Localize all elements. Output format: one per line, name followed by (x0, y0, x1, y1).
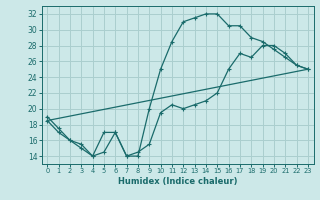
X-axis label: Humidex (Indice chaleur): Humidex (Indice chaleur) (118, 177, 237, 186)
